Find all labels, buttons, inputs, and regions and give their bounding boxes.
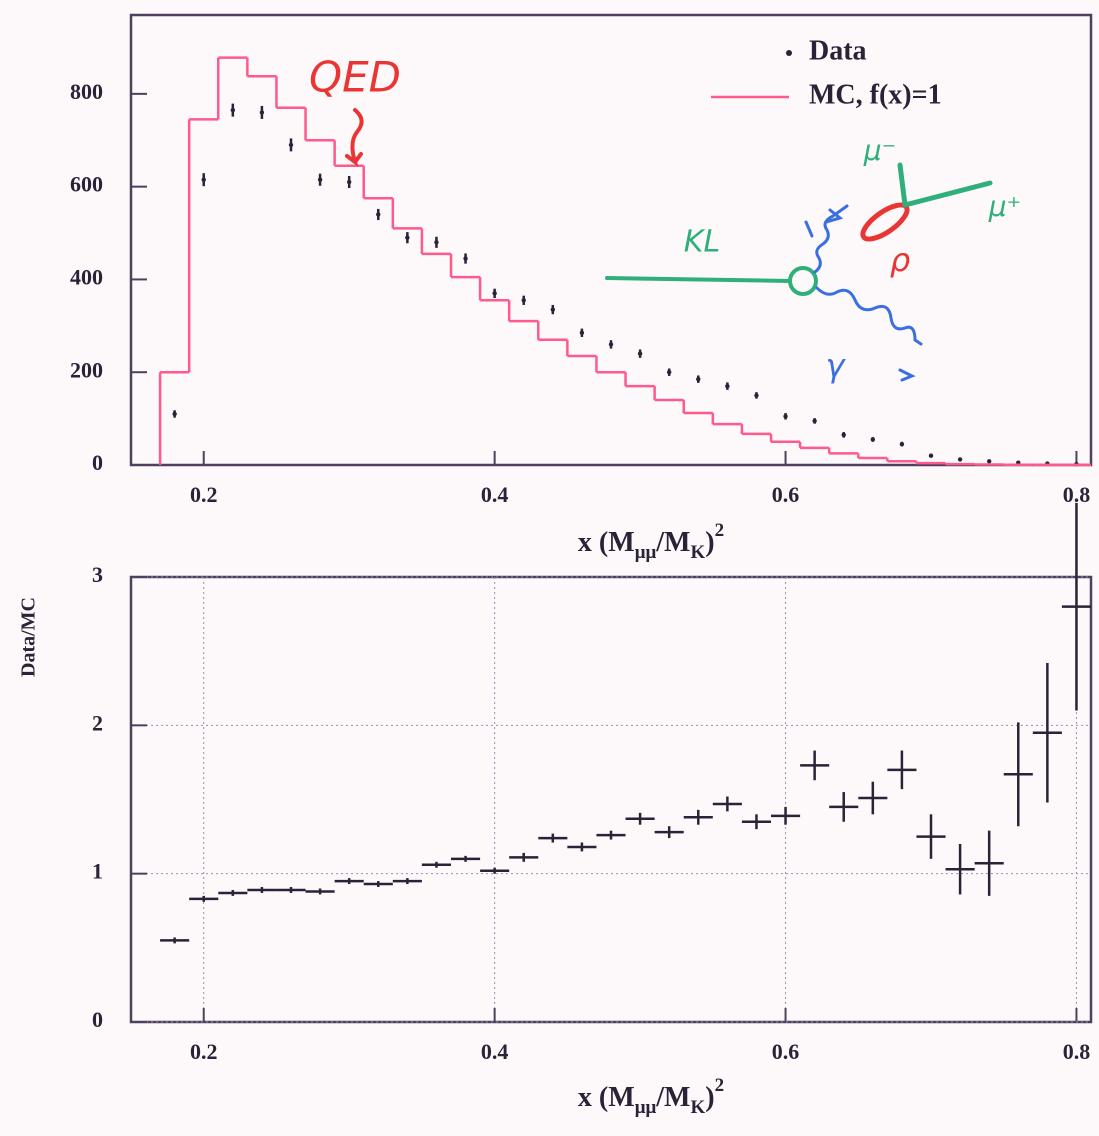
annotation-mu-plus: μ⁺ xyxy=(988,190,1022,223)
data-point xyxy=(201,177,206,182)
y-tick-label: 2 xyxy=(92,710,103,735)
annotation-qed: QED xyxy=(309,53,401,102)
sketch-gamma-end xyxy=(898,368,916,382)
data-point xyxy=(666,370,672,375)
data-point xyxy=(376,212,381,217)
data-point xyxy=(288,142,294,148)
annotation-kl: KL xyxy=(684,225,720,260)
data-point xyxy=(986,459,992,464)
data-point xyxy=(637,351,643,356)
x-tick-label: 0.4 xyxy=(481,1039,509,1064)
x-tick-label: 0.2 xyxy=(190,482,218,507)
legend-label: Data xyxy=(809,35,867,66)
x-axis-label-part: 2 xyxy=(715,1075,725,1096)
x-axis-label: x (Mμμ/MK)2 xyxy=(578,520,724,563)
data-point xyxy=(899,441,905,447)
y-tick-label: 800 xyxy=(70,79,103,104)
data-point xyxy=(841,432,846,438)
y-tick-label: 600 xyxy=(70,172,103,197)
data-point xyxy=(812,418,817,424)
sketch-photon xyxy=(813,204,849,274)
data-point xyxy=(579,330,585,335)
data-point xyxy=(725,383,730,389)
data-point xyxy=(463,256,468,261)
x-tick-label: 0.4 xyxy=(481,482,509,507)
y-tick-label: 0 xyxy=(92,1007,103,1032)
x-axis-label: x (Mμμ/MK)2 xyxy=(578,1075,724,1118)
data-point xyxy=(957,457,963,462)
qed-arrow xyxy=(345,108,364,168)
data-point xyxy=(230,107,236,113)
annotation-mu-minus: μ⁻ xyxy=(863,134,897,167)
x-tick-label: 0.2 xyxy=(190,1039,218,1064)
data-point xyxy=(434,240,439,245)
x-axis-label-part: x (M xyxy=(578,527,635,558)
y-axis-label: Data/MC xyxy=(18,597,40,677)
x-tick-label: 0.8 xyxy=(1063,1039,1091,1064)
data-point xyxy=(492,291,497,296)
data-point xyxy=(521,298,526,303)
x-axis-label-part: x (M xyxy=(578,1082,635,1113)
data-point xyxy=(550,307,556,312)
data-point xyxy=(696,376,701,382)
data-point xyxy=(172,411,177,417)
x-tick-label: 0.6 xyxy=(772,482,800,507)
sketch-muons xyxy=(897,162,993,208)
y-tick-label: 1 xyxy=(92,859,103,884)
data-point xyxy=(608,342,614,347)
x-axis-label-part: μμ xyxy=(635,1097,657,1118)
x-axis-label-part: ) xyxy=(705,527,714,558)
y-tick-label: 400 xyxy=(70,264,103,289)
x-axis-label-part: ) xyxy=(705,1082,714,1113)
x-axis-label-part: K xyxy=(690,1097,705,1118)
y-tick-label: 3 xyxy=(92,562,103,587)
x-axis-label-part: /M xyxy=(655,527,690,558)
y-tick-label: 200 xyxy=(70,357,103,382)
x-axis-label-part: μμ xyxy=(635,542,657,563)
plot-frame xyxy=(129,13,1093,467)
legend-label: MC, f(x)=1 xyxy=(809,79,942,110)
sketch-gamma xyxy=(815,286,923,346)
x-axis-label-part: 2 xyxy=(715,520,725,541)
y-tick-label: 0 xyxy=(92,450,103,475)
data-point xyxy=(317,177,323,182)
sketch-photon-end xyxy=(804,208,844,238)
x-axis-label-part: K xyxy=(690,542,705,563)
annotation-rho: ρ xyxy=(890,241,910,279)
data-point xyxy=(870,437,876,442)
data-point xyxy=(405,235,410,240)
annotation-gamma: γ xyxy=(826,347,847,385)
sketch-vertex xyxy=(788,266,818,296)
x-axis-label-part: /M xyxy=(655,1082,690,1113)
data-point xyxy=(928,453,934,458)
data-point xyxy=(783,414,788,419)
legend-swatch xyxy=(786,50,792,56)
sketch xyxy=(345,108,993,382)
data-point xyxy=(259,110,265,115)
sketch-kl-line xyxy=(605,276,792,283)
x-tick-label: 0.6 xyxy=(772,1039,800,1064)
data-point xyxy=(754,393,759,398)
plot-frame xyxy=(129,575,1093,1024)
data-point xyxy=(346,179,352,185)
